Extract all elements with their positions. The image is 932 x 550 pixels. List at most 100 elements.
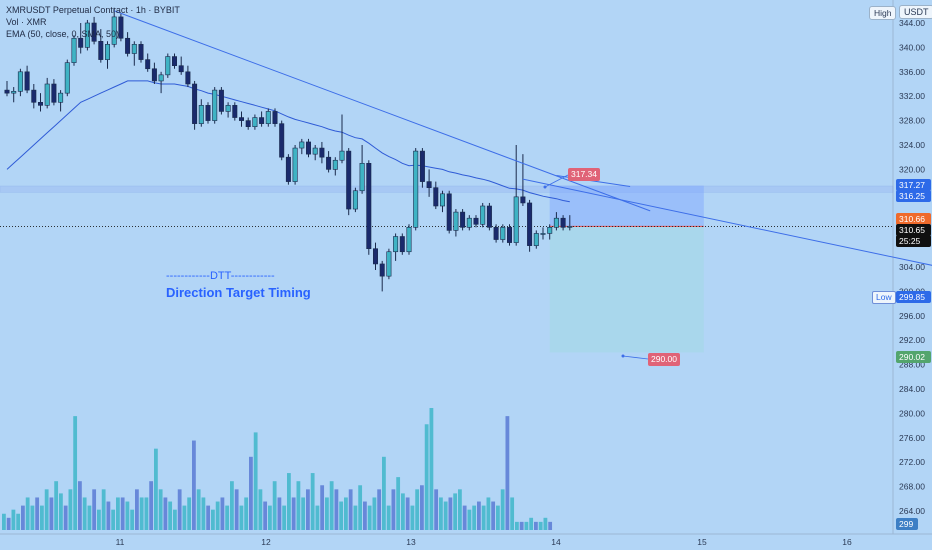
volume-bar: [63, 505, 68, 530]
candle-body: [239, 117, 245, 121]
volume-bar: [296, 481, 301, 530]
candle: [506, 224, 512, 246]
candle: [17, 68, 23, 97]
candle: [299, 138, 305, 155]
candle-body: [473, 217, 479, 225]
candle: [460, 209, 466, 231]
candle: [372, 242, 378, 271]
trendline: [114, 10, 651, 212]
candle: [239, 111, 245, 127]
volume-bar: [410, 505, 415, 530]
volume-bar: [329, 481, 334, 530]
high-button[interactable]: High: [869, 6, 897, 20]
candle: [185, 65, 191, 88]
y-tick-label: 304.00: [899, 262, 925, 272]
candle: [98, 29, 104, 63]
volume-bar: [187, 497, 192, 530]
volume-bar: [325, 497, 329, 530]
candle: [339, 114, 345, 164]
volume-bar: [201, 497, 206, 530]
candle: [393, 233, 399, 261]
candle-body: [185, 71, 191, 85]
y-tick-label: 272.00: [899, 457, 925, 467]
candle: [332, 157, 338, 176]
volume-bar: [472, 505, 477, 530]
volume-bar: [30, 505, 35, 530]
volume-bar: [158, 489, 163, 530]
candle: [326, 151, 332, 173]
volume-bar: [372, 497, 377, 530]
volume-bar: [538, 521, 543, 530]
currency-button[interactable]: USDT: [899, 5, 932, 19]
candle: [540, 227, 546, 240]
candle: [172, 53, 178, 69]
target-low-label[interactable]: 290.00: [648, 353, 680, 366]
candle-body: [339, 150, 345, 161]
candle-body: [31, 89, 37, 103]
candle-body: [245, 120, 251, 127]
volume-bar: [135, 489, 139, 530]
target-low-dot: [621, 354, 625, 358]
y-tick-label: 280.00: [899, 408, 925, 418]
volume-bar: [272, 481, 277, 530]
volume-bar: [225, 505, 230, 530]
candle: [426, 169, 432, 197]
candle-body: [439, 193, 445, 207]
volume-bar: [386, 505, 391, 530]
candle-body: [513, 196, 519, 243]
volume-bar: [358, 485, 363, 530]
candle: [11, 87, 17, 103]
volume-bar: [367, 505, 372, 530]
candle: [131, 41, 137, 66]
volume-bar: [505, 416, 510, 530]
volume-bar: [344, 497, 348, 530]
volume-bar: [320, 485, 325, 530]
volume-bar: [334, 489, 339, 530]
candle: [205, 102, 211, 124]
volume-bar: [382, 456, 386, 530]
low-value-tag: 299.85: [896, 291, 931, 303]
volume-bar: [339, 501, 344, 530]
volume-bar: [353, 505, 358, 530]
target-high-label[interactable]: 317.34: [568, 168, 600, 181]
candle-body: [326, 156, 332, 170]
candle-body: [111, 16, 117, 45]
candle: [78, 23, 84, 54]
volume-bar: [120, 497, 125, 530]
candle: [225, 102, 231, 118]
candle: [31, 84, 37, 109]
volume-bar: [139, 497, 144, 530]
candle: [145, 53, 151, 72]
x-tick-label: 15: [697, 537, 707, 547]
candle-body: [446, 193, 452, 231]
y-tick-label: 296.00: [899, 311, 925, 321]
candle-body: [11, 91, 17, 94]
volume-bar: [258, 489, 263, 530]
volume-bar: [192, 440, 196, 530]
y-tick-label: 336.00: [899, 67, 925, 77]
volume-bar: [301, 497, 306, 530]
candle-body: [567, 226, 573, 228]
candle-body: [506, 227, 512, 243]
volume-bar: [287, 473, 291, 530]
candle: [259, 111, 265, 127]
volume-bar: [481, 505, 486, 530]
candle-body: [172, 56, 178, 66]
candle: [567, 215, 573, 231]
volume-bar: [106, 501, 111, 530]
candle: [500, 224, 506, 243]
dtt-subtitle: Direction Target Timing: [166, 285, 311, 300]
candle: [433, 181, 439, 210]
volume-bar: [519, 521, 524, 530]
candle-body: [98, 40, 104, 60]
volume-bar: [215, 501, 220, 530]
volume-bar: [97, 509, 101, 530]
volume-bar: [543, 517, 548, 530]
low-button[interactable]: Low: [872, 291, 896, 304]
volume-bar: [78, 481, 82, 530]
volume-bar: [234, 489, 239, 530]
dtt-title: ------------DTT------------: [166, 270, 275, 282]
candle-body: [346, 150, 352, 210]
